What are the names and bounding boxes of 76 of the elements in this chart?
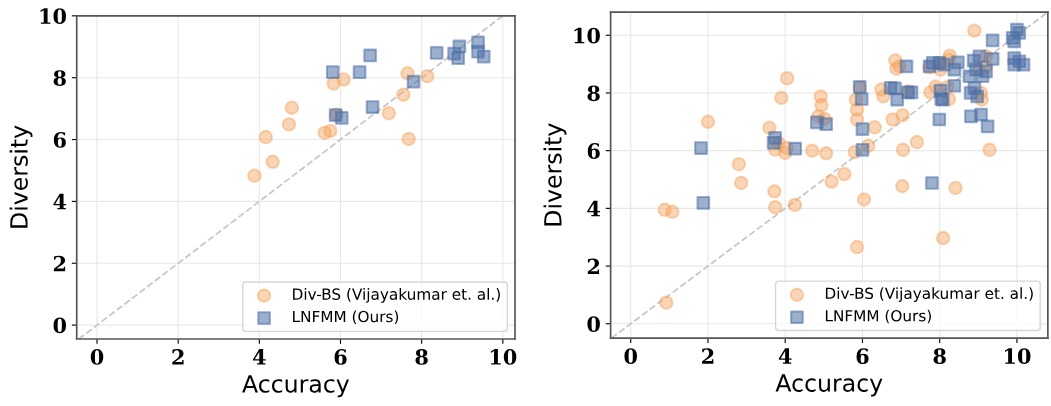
x-tick-label: 8 — [415, 349, 428, 365]
point — [396, 87, 411, 102]
point — [947, 78, 962, 93]
point — [904, 85, 919, 100]
point — [284, 100, 300, 115]
point — [325, 65, 340, 79]
x-tick-label: 6 — [856, 348, 869, 365]
y-axis-title: Diversity — [9, 125, 33, 228]
point — [980, 119, 995, 134]
point — [323, 123, 338, 139]
point — [1007, 57, 1022, 72]
x-tick-label: 0 — [624, 348, 637, 365]
point — [925, 176, 939, 190]
legend-label: LNFMM (Ours) — [293, 310, 399, 325]
point — [363, 48, 377, 63]
x-tick-label: 4 — [778, 348, 792, 364]
point — [855, 122, 870, 136]
y-tick-label: 0 — [53, 317, 67, 334]
point — [420, 68, 435, 84]
point — [247, 168, 262, 183]
x-axis-title: Accuracy — [775, 374, 883, 397]
point — [429, 46, 444, 60]
x-tick-label: 4 — [252, 349, 266, 365]
point — [899, 59, 914, 74]
point — [932, 112, 947, 127]
y-tick-label: 2 — [53, 255, 66, 272]
legend-label: Div-BS (Vijayakumar et. al.) — [825, 287, 1033, 303]
x-axis-title: Accuracy — [242, 375, 350, 398]
y-tick-label: 0 — [587, 316, 600, 332]
point — [768, 131, 783, 145]
point — [970, 89, 985, 104]
point — [334, 111, 349, 125]
point — [985, 33, 1000, 48]
x-tick-label: 6 — [334, 349, 347, 365]
y-tick-label: 8 — [53, 70, 66, 86]
y-tick-label: 2 — [587, 258, 600, 274]
point — [694, 141, 708, 155]
point — [336, 72, 351, 87]
point — [258, 129, 274, 145]
y-tick-label: 10 — [40, 8, 67, 25]
point — [972, 49, 987, 64]
y-tick-label: 8 — [587, 85, 600, 102]
point — [788, 141, 803, 156]
point — [985, 52, 1000, 66]
point — [819, 117, 833, 131]
point — [281, 117, 297, 132]
point — [365, 100, 380, 114]
point — [1012, 26, 1027, 40]
y-axis-title: Diversity — [543, 123, 567, 226]
point — [451, 51, 466, 66]
x-tick-label: 8 — [933, 348, 946, 365]
point — [352, 65, 367, 79]
x-tick-label: 10 — [1005, 348, 1031, 365]
point — [854, 92, 869, 106]
x-tick-label: 0 — [90, 349, 104, 365]
x-tick-label: 2 — [172, 349, 184, 365]
point — [951, 55, 965, 70]
y-tick-label: 4 — [53, 193, 67, 210]
x-tick-label: 10 — [490, 349, 517, 365]
y-tick-label: 10 — [574, 27, 600, 44]
point — [265, 154, 280, 170]
y-tick-label: 6 — [53, 131, 66, 148]
y-tick-label: 4 — [587, 200, 601, 217]
legend-label: Div-BS (Vijayakumar et. al.) — [293, 288, 500, 303]
point — [974, 107, 988, 122]
point — [401, 131, 416, 147]
point — [890, 92, 905, 107]
x-tick-label: 2 — [702, 348, 714, 364]
point — [406, 74, 421, 89]
point — [696, 196, 711, 210]
legend-label: LNFMM (Ours) — [825, 309, 931, 324]
point — [476, 49, 491, 64]
point — [979, 64, 993, 79]
point — [855, 142, 870, 157]
point — [381, 106, 397, 121]
y-tick-label: 6 — [587, 143, 600, 159]
